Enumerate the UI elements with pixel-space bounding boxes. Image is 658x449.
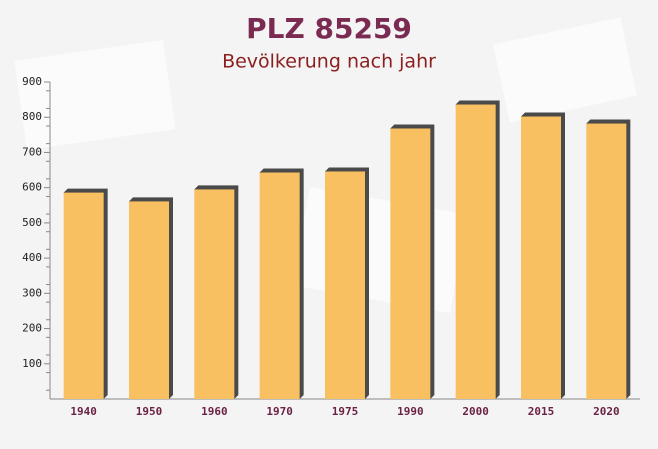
- bar: [586, 123, 627, 399]
- x-tick-label: 1940: [70, 405, 97, 418]
- y-tick-label: 300: [22, 286, 42, 299]
- bar: [390, 128, 431, 399]
- y-tick-label: 700: [22, 145, 42, 158]
- chart-title: PLZ 85259: [246, 12, 412, 45]
- y-tick-label: 500: [22, 216, 42, 229]
- x-tick-label: 1970: [266, 405, 293, 418]
- bar: [194, 189, 235, 399]
- bar: [521, 116, 561, 400]
- chart-subtitle: Bevölkerung nach jahr: [222, 51, 436, 73]
- bar: [325, 171, 365, 399]
- bg-envelope: [493, 17, 637, 123]
- y-tick-label: 100: [22, 357, 42, 370]
- x-tick-label: 1950: [136, 405, 163, 418]
- x-tick-label: 2020: [593, 405, 620, 418]
- bar: [63, 192, 104, 399]
- bar: [259, 172, 300, 399]
- bar: [129, 201, 169, 399]
- x-tick-label: 1990: [397, 405, 424, 418]
- y-tick-label: 800: [22, 110, 42, 123]
- x-tick-label: 1960: [201, 405, 228, 418]
- y-tick-label: 900: [22, 75, 42, 88]
- bg-envelope: [14, 39, 176, 151]
- bar: [455, 104, 496, 399]
- x-tick-label: 2000: [462, 405, 489, 418]
- y-tick-label: 400: [22, 251, 42, 264]
- y-tick-label: 600: [22, 181, 42, 194]
- y-tick-label: 200: [22, 322, 42, 335]
- x-tick-label: 2015: [528, 405, 555, 418]
- x-tick-label: 1975: [332, 405, 359, 418]
